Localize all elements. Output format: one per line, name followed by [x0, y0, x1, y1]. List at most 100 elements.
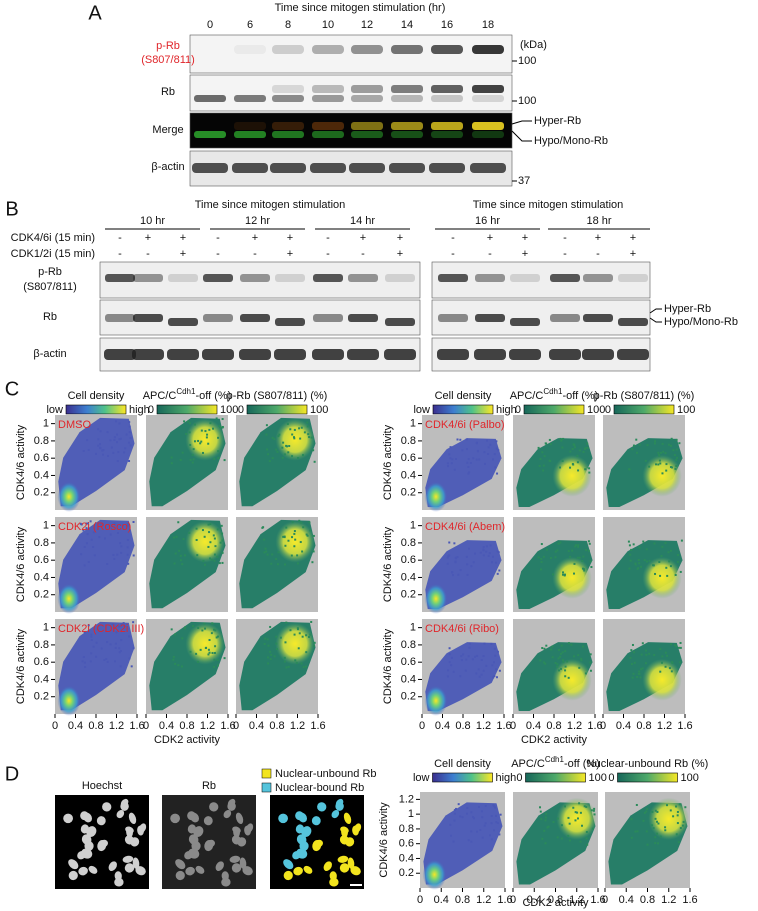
row-label: p-Rb [156, 40, 180, 52]
x-tick-label: 0.8 [455, 894, 470, 906]
scatter-speck [296, 554, 299, 557]
scatter-speck [586, 442, 589, 445]
sign-label: - [361, 248, 365, 260]
scatter-speck [128, 425, 131, 428]
colorbar [617, 772, 678, 783]
x-axis-label: CDK2 activity [154, 734, 221, 746]
scatter-speck [631, 643, 634, 646]
scatter-speck [549, 443, 552, 446]
density-hotspot [57, 583, 81, 614]
scatter-speck [490, 822, 493, 825]
band [384, 349, 416, 360]
scatter-speck [583, 568, 586, 571]
scatter-speck [281, 456, 284, 459]
y-tick-label: 1 [43, 520, 49, 532]
scatter-speck [203, 563, 206, 566]
scatter-speck [449, 446, 452, 449]
scatter-speck [494, 814, 497, 817]
scatter-speck [478, 675, 481, 678]
scatter-speck [265, 433, 268, 436]
scatter-speck [644, 459, 647, 462]
scatter-speck [268, 460, 271, 463]
density-hotspot [422, 859, 447, 890]
scatter-speck [494, 806, 497, 809]
scatter-speck [628, 544, 631, 547]
scatter-speck [296, 562, 299, 565]
scatter-speck [656, 810, 659, 813]
scatter-speck [667, 443, 670, 446]
scatter-speck [584, 672, 587, 675]
scatter-speck [296, 627, 299, 630]
scatter-speck [548, 438, 551, 441]
scatter-speck [124, 447, 127, 450]
scatter-speck [114, 646, 117, 649]
scatter-speck [632, 543, 635, 546]
scatter-speck [476, 654, 479, 657]
scatter-speck [559, 541, 562, 544]
band [509, 349, 541, 360]
nucleus [102, 802, 112, 812]
scatter-speck [677, 841, 680, 844]
scatter-speck [485, 664, 488, 667]
band [168, 318, 198, 326]
scatter-speck [293, 428, 296, 431]
scatter-speck [212, 427, 215, 430]
density-hotspot [424, 583, 448, 614]
nucleus [68, 870, 78, 881]
nucleus [215, 861, 224, 871]
scatter-speck [83, 564, 86, 567]
scatter-speck [83, 545, 86, 548]
scatter-speck [646, 807, 649, 810]
title-part: -off (%) [564, 758, 600, 770]
title-part: p-Rb (S807/811) (%) [227, 390, 328, 402]
y-tick-label: 0.2 [399, 867, 414, 879]
scatter-speck [462, 653, 465, 656]
scatter-speck [209, 523, 212, 526]
scatter-speck [495, 447, 498, 450]
scatter-speck [109, 533, 112, 536]
scatter-speck [665, 469, 668, 472]
scatter-speck [628, 468, 631, 471]
scatter-speck [480, 673, 483, 676]
scatter-speck [556, 549, 559, 552]
scatter-speck [659, 835, 662, 838]
band [475, 314, 505, 322]
scatter-speck [89, 660, 92, 663]
x-tick-label: 1.2 [661, 894, 676, 906]
colorbar [523, 404, 585, 415]
scatter-speck [459, 815, 462, 818]
timepoint-label: 16 [441, 19, 453, 31]
title-part: Nuclear-unbound Rb (%) [587, 758, 709, 770]
scatter-speck [121, 524, 124, 527]
x-axis-label: CDK2 activity [522, 897, 589, 909]
scatter-speck [267, 453, 270, 456]
scatter-speck [201, 451, 204, 454]
scatter-speck [80, 553, 83, 556]
scatter-speck [547, 825, 550, 828]
scatter-speck [213, 628, 216, 631]
scatter-speck [573, 444, 576, 447]
scatter-speck [449, 834, 452, 837]
scatter-speck [183, 420, 186, 423]
band [474, 349, 506, 360]
band [104, 349, 136, 360]
scatter-speck [220, 524, 223, 527]
band [475, 274, 505, 282]
scatter-speck [569, 450, 572, 453]
marker-label: 37 [518, 175, 530, 187]
scatter-speck [83, 631, 86, 634]
scatter-speck [636, 567, 639, 570]
scatter-speck [676, 456, 679, 459]
colorbar [65, 404, 127, 415]
scatter-speck [214, 645, 217, 648]
scatter-speck [676, 822, 679, 825]
scatter-speck [446, 556, 449, 559]
scatter-speck [195, 652, 198, 655]
scatter-speck [542, 464, 545, 467]
scatter-speck [126, 525, 129, 528]
scatter-speck [475, 458, 478, 461]
colorbar [525, 772, 586, 783]
scatter-speck [574, 446, 577, 449]
scatter-speck [290, 554, 293, 557]
scatter-speck [266, 656, 269, 659]
